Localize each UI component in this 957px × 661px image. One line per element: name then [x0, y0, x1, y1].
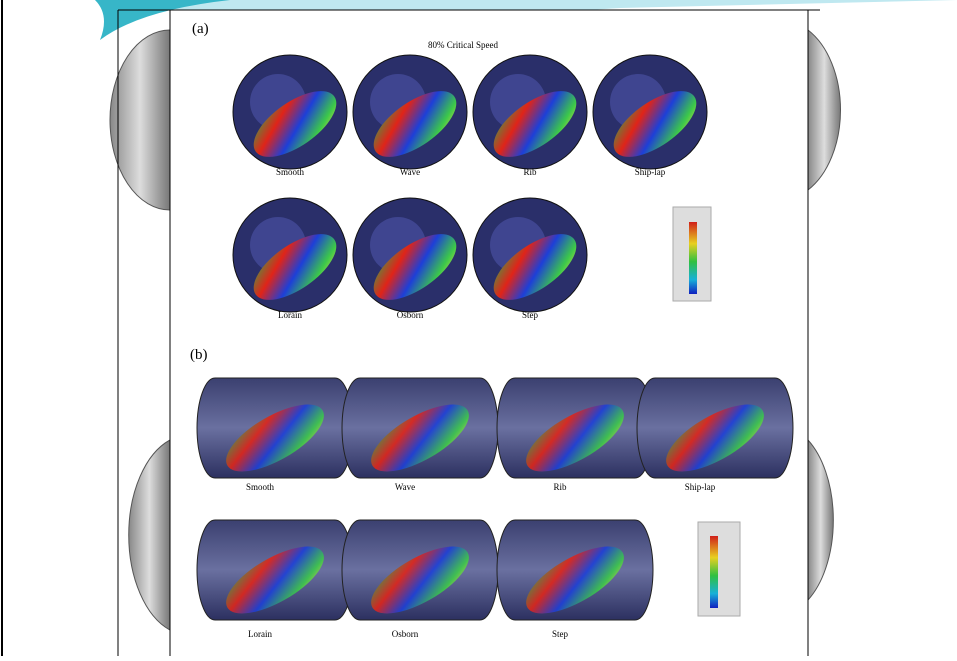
drum-label: Rib: [553, 482, 567, 492]
colorbar: [689, 222, 697, 294]
drum-label: Ship-lap: [685, 482, 716, 492]
drum-label: Smooth: [276, 167, 305, 177]
drum-bg: [808, 440, 833, 600]
drum-label: Ship-lap: [635, 167, 666, 177]
drum-bg: [808, 30, 841, 190]
page: (a) 80% Critical Speed (b) Smooth Wave Rib…: [0, 0, 957, 656]
panel-title: 80% Critical Speed: [428, 40, 498, 50]
drum-bg: [110, 30, 170, 210]
drum-label: Wave: [400, 167, 420, 177]
slide: (a) 80% Critical Speed (b) Smooth Wave Rib…: [0, 0, 957, 656]
drum-label: Lorain: [248, 629, 272, 639]
drum-bg: [129, 440, 170, 630]
colorbar: [710, 536, 718, 608]
drum-label: Smooth: [246, 482, 275, 492]
drum-label: Rib: [523, 167, 537, 177]
drum-label: Lorain: [278, 310, 302, 320]
colorbar-box: [698, 522, 740, 616]
panel-label: (b): [190, 347, 208, 363]
drum-label: Wave: [395, 482, 415, 492]
panel-label: (a): [192, 21, 209, 37]
drum-label: Osborn: [392, 629, 419, 639]
drum-label: Step: [522, 310, 539, 320]
drum-label: Step: [552, 629, 569, 639]
drum-label: Osborn: [397, 310, 424, 320]
